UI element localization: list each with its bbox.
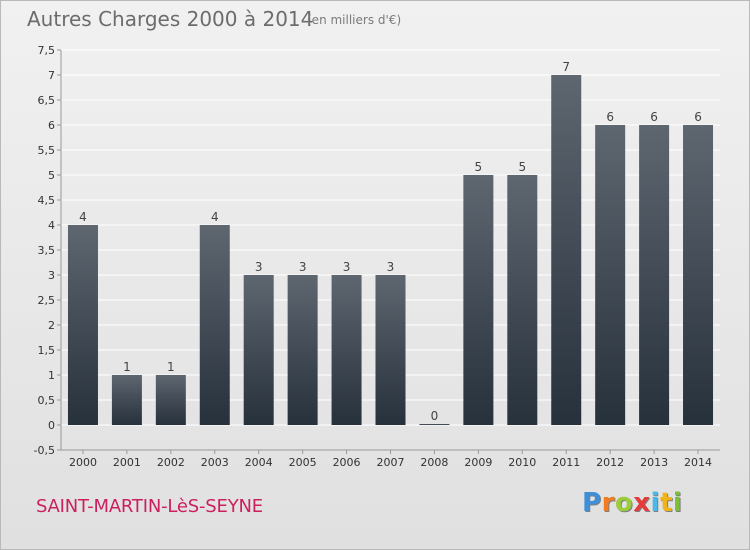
y-tick-label: 6 — [48, 119, 55, 132]
data-label: 5 — [475, 160, 483, 174]
y-tick-label: 7 — [48, 69, 55, 82]
bar — [155, 375, 186, 425]
y-tick-label: 2,5 — [38, 294, 56, 307]
y-tick-label: 5 — [48, 169, 55, 182]
data-label: 3 — [299, 260, 307, 274]
bar — [243, 275, 274, 425]
data-label: 6 — [694, 110, 702, 124]
x-tick-label: 2012 — [596, 456, 624, 469]
y-tick-label: 3,5 — [38, 244, 56, 257]
x-tick-label: 2005 — [289, 456, 317, 469]
bar — [507, 175, 538, 425]
y-tick-label: 1 — [48, 369, 55, 382]
data-label: 6 — [606, 110, 614, 124]
logo-letter: o — [614, 488, 634, 518]
logo-letter: x — [633, 488, 651, 518]
data-label: 0 — [431, 409, 439, 423]
data-label: 7 — [562, 60, 570, 74]
data-label: 4 — [79, 210, 87, 224]
y-tick-label: 7,5 — [38, 44, 56, 57]
y-tick-label: 4 — [48, 219, 55, 232]
x-tick-label: 2011 — [552, 456, 580, 469]
y-tick-label: 0 — [48, 419, 55, 432]
bar — [683, 125, 714, 425]
bar — [287, 275, 318, 425]
x-tick-label: 2014 — [684, 456, 712, 469]
bar — [199, 225, 230, 425]
y-tick-label: 1,5 — [38, 344, 56, 357]
logo-letter: i — [672, 488, 683, 518]
data-label: 1 — [123, 360, 131, 374]
data-label: 1 — [167, 360, 175, 374]
bar — [639, 125, 670, 425]
bar — [67, 225, 98, 425]
data-label: 3 — [255, 260, 263, 274]
logo-letter: P — [582, 488, 602, 518]
x-tick-label: 2006 — [333, 456, 361, 469]
logo-letter: r — [601, 488, 615, 518]
x-tick-label: 2010 — [508, 456, 536, 469]
logo-letter: i — [650, 488, 660, 518]
data-label: 3 — [387, 260, 395, 274]
data-label: 5 — [518, 160, 526, 174]
bar — [111, 375, 142, 425]
y-tick-label: 5,5 — [38, 144, 56, 157]
proxiti-logo: Proxiti — [582, 488, 682, 518]
bar — [551, 75, 582, 425]
x-tick-label: 2003 — [201, 456, 229, 469]
y-tick-label: 0,5 — [38, 394, 56, 407]
y-tick-label: 6,5 — [38, 94, 56, 107]
x-tick-label: 2002 — [157, 456, 185, 469]
chart-title: Autres Charges 2000 à 2014 — [27, 7, 314, 31]
data-label: 3 — [343, 260, 351, 274]
logo-letter: t — [659, 488, 673, 518]
y-tick-label: 2 — [48, 319, 55, 332]
bar — [419, 424, 450, 425]
chart-subtitle: (en milliers d'€) — [307, 13, 402, 27]
x-tick-label: 2000 — [69, 456, 97, 469]
bar — [331, 275, 362, 425]
x-tick-label: 2008 — [420, 456, 448, 469]
y-tick-label: -0,5 — [34, 444, 55, 457]
y-tick-label: 3 — [48, 269, 55, 282]
bar — [595, 125, 626, 425]
x-tick-label: 2004 — [245, 456, 273, 469]
data-label: 6 — [650, 110, 658, 124]
x-tick-label: 2013 — [640, 456, 668, 469]
y-tick-label: 4,5 — [38, 194, 56, 207]
bar — [463, 175, 494, 425]
city-label: SAINT-MARTIN-LèS-SEYNE — [36, 496, 263, 517]
data-label: 4 — [211, 210, 219, 224]
bar — [375, 275, 406, 425]
x-tick-label: 2001 — [113, 456, 141, 469]
x-tick-label: 2009 — [464, 456, 492, 469]
x-tick-label: 2007 — [377, 456, 405, 469]
